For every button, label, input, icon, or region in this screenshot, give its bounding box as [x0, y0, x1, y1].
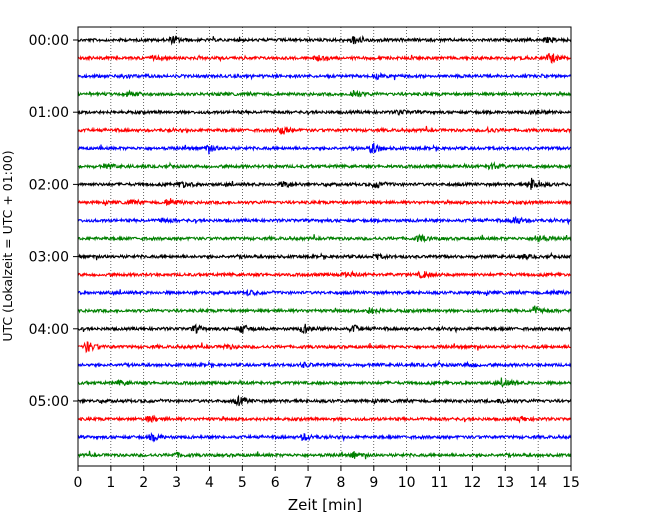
trace-row — [77, 72, 572, 81]
x-tick-label: 4 — [205, 475, 214, 491]
trace-line — [77, 394, 572, 407]
trace-line — [77, 108, 572, 116]
trace-row — [77, 323, 572, 335]
trace-row — [77, 341, 572, 354]
trace-row — [77, 305, 572, 315]
trace-line — [77, 288, 572, 297]
y-tick-label: 03:00 — [29, 250, 69, 266]
trace-line — [77, 251, 572, 261]
trace-line — [77, 323, 572, 335]
trace-row — [77, 431, 572, 443]
y-tick-label: 05:00 — [29, 394, 69, 410]
x-tick-label: 3 — [172, 475, 181, 491]
x-axis-label: Zeit [min] — [288, 496, 362, 514]
trace-row — [77, 215, 572, 226]
trace-line — [77, 431, 572, 443]
y-tick-label: 00:00 — [29, 33, 69, 49]
x-tick-label: 2 — [139, 475, 148, 491]
trace-line — [77, 233, 572, 244]
y-axis: 00:00 01:00 02:00 03:00 04:00 05:00 — [29, 33, 78, 410]
x-tick-label: 0 — [74, 475, 83, 491]
trace-line — [77, 450, 572, 460]
x-tick-label: 12 — [463, 475, 481, 491]
trace-line — [77, 34, 572, 46]
trace-row — [77, 34, 572, 46]
y-axis-label: UTC (Lokalzeit = UTC + 01:00) — [0, 150, 15, 341]
trace-row — [77, 233, 572, 244]
x-tick-label: 14 — [529, 475, 547, 491]
trace-row — [77, 177, 572, 190]
trace-line — [77, 125, 572, 135]
trace-line — [77, 270, 572, 279]
trace-line — [77, 305, 572, 315]
trace-row — [77, 251, 572, 261]
x-tick-label: 9 — [369, 475, 378, 491]
trace-row — [77, 377, 572, 388]
trace-line — [77, 215, 572, 226]
x-tick-label: 7 — [304, 475, 313, 491]
x-tick-label: 10 — [398, 475, 416, 491]
trace-line — [77, 52, 572, 65]
trace-line — [77, 177, 572, 190]
trace-row — [77, 52, 572, 65]
trace-row — [77, 450, 572, 460]
x-tick-label: 5 — [238, 475, 247, 491]
trace-line — [77, 142, 572, 155]
trace-row — [77, 125, 572, 135]
y-tick-label: 02:00 — [29, 177, 69, 193]
x-tick-label: 1 — [106, 475, 115, 491]
trace-line — [77, 198, 572, 207]
grid-lines — [110, 27, 539, 466]
x-tick-label: 8 — [336, 475, 345, 491]
y-tick-label: 01:00 — [29, 105, 69, 121]
y-tick-label: 04:00 — [29, 322, 69, 338]
trace-line — [77, 161, 572, 171]
trace-line — [77, 377, 572, 388]
trace-row — [77, 288, 572, 297]
trace-row — [77, 394, 572, 407]
x-tick-label: 15 — [562, 475, 580, 491]
trace-row — [77, 142, 572, 155]
trace-line — [77, 414, 572, 424]
x-axis: 0 1 2 3 4 5 6 7 8 9 10 11 12 13 14 15 — [74, 466, 580, 491]
trace-line — [77, 72, 572, 81]
trace-line — [77, 359, 572, 369]
trace-row — [77, 359, 572, 369]
x-tick-label: 13 — [496, 475, 514, 491]
trace-row — [77, 414, 572, 424]
trace-row — [77, 89, 572, 98]
trace-row — [77, 270, 572, 279]
plot-frame — [77, 26, 572, 467]
trace-row — [77, 108, 572, 116]
trace-row — [77, 161, 572, 171]
trace-line — [77, 89, 572, 98]
x-tick-label: 6 — [271, 475, 280, 491]
x-tick-label: 11 — [431, 475, 449, 491]
trace-line — [77, 341, 572, 354]
trace-row — [77, 198, 572, 207]
trace-rows — [77, 34, 572, 460]
